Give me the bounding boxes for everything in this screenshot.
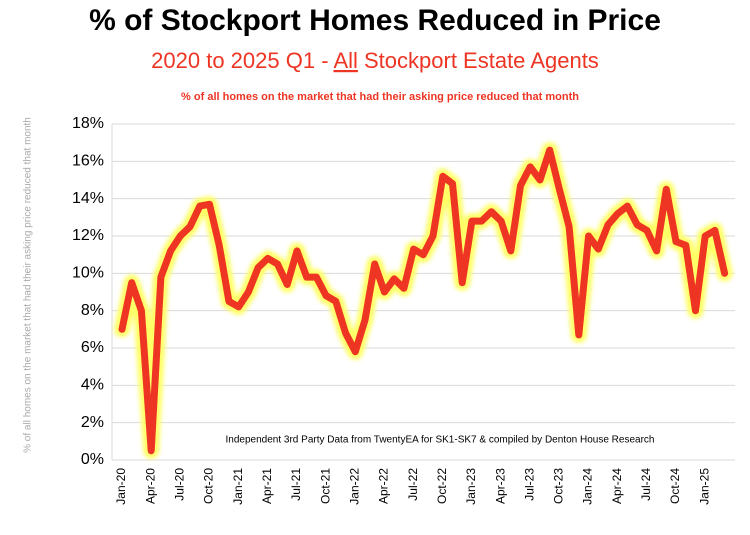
line-series xyxy=(118,146,729,455)
x-tick-label: Jan-22 xyxy=(347,468,361,505)
y-tick-label: 0% xyxy=(81,451,104,468)
chart-description: % of all homes on the market that had th… xyxy=(181,91,579,103)
x-tick-label: Jul-24 xyxy=(639,468,653,501)
x-tick-label: Oct-20 xyxy=(202,468,216,504)
y-tick-label: 10% xyxy=(72,265,104,282)
x-tick-label: Jul-22 xyxy=(406,468,420,501)
y-tick-label: 8% xyxy=(81,302,104,319)
x-tick-label: Jul-20 xyxy=(172,468,186,501)
x-tick-label: Oct-24 xyxy=(668,468,682,504)
subtitle-part: 2020 to 2025 Q1 - xyxy=(151,48,333,73)
y-tick-label: 12% xyxy=(72,227,104,244)
y-axis-label: % of all homes on the market that had th… xyxy=(23,117,34,453)
x-tick-label: Apr-23 xyxy=(493,468,507,504)
y-tick-label: 6% xyxy=(81,339,104,356)
y-tick-label: 14% xyxy=(72,190,104,207)
x-tick-label: Apr-20 xyxy=(143,468,157,504)
x-tick-label: Jan-25 xyxy=(697,468,711,505)
x-tick-label: Apr-24 xyxy=(610,468,624,504)
x-tick-label: Apr-22 xyxy=(377,468,391,504)
y-tick-label: 2% xyxy=(81,414,104,431)
subtitle-part: Stockport Estate Agents xyxy=(358,48,599,73)
x-tick-label: Oct-22 xyxy=(435,468,449,504)
line-glow xyxy=(114,142,733,459)
chart-subtitle: 2020 to 2025 Q1 - All Stockport Estate A… xyxy=(151,48,599,73)
y-tick-label: 4% xyxy=(81,377,104,394)
chart-title: % of Stockport Homes Reduced in Price xyxy=(89,4,661,37)
x-tick-label: Jan-23 xyxy=(464,468,478,505)
x-tick-label: Jul-21 xyxy=(289,468,303,501)
x-tick-label: Jan-24 xyxy=(581,468,595,505)
x-tick-label: Jan-20 xyxy=(114,468,128,505)
x-tick-label: Jan-21 xyxy=(231,468,245,505)
subtitle-part: All xyxy=(333,48,357,73)
x-tick-label: Oct-21 xyxy=(318,468,332,504)
y-tick-label: 18% xyxy=(72,115,104,132)
y-tick-label: 16% xyxy=(72,153,104,170)
x-tick-label: Apr-21 xyxy=(260,468,274,504)
x-tick-label: Oct-23 xyxy=(552,468,566,504)
x-tick-label: Jul-23 xyxy=(522,468,536,501)
annotation: Independent 3rd Party Data from TwentyEA… xyxy=(226,435,655,446)
